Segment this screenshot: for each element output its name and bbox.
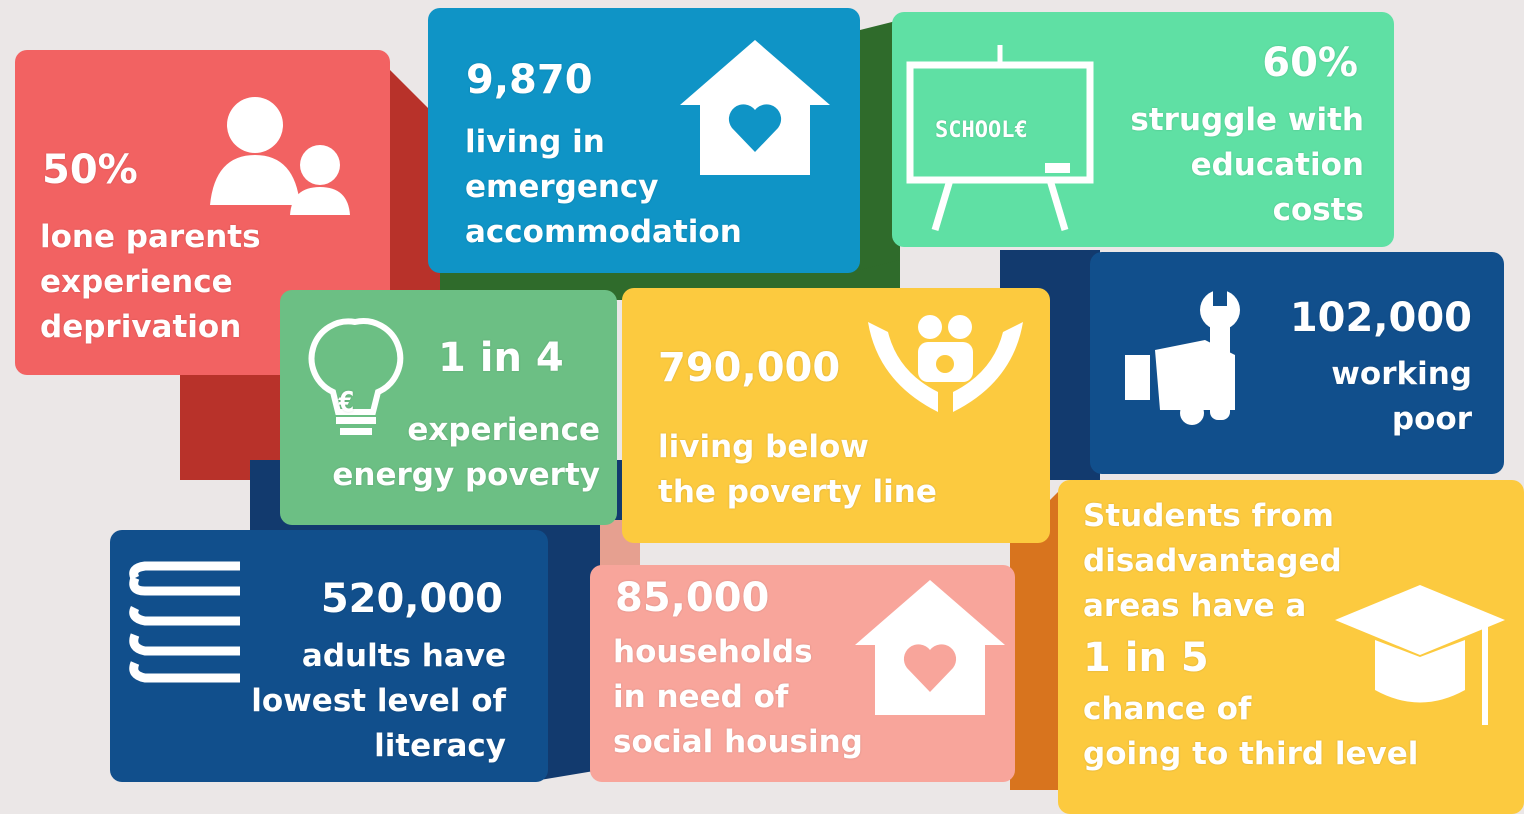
text-line: poor [1391,401,1472,437]
tile [110,530,548,782]
stat: 102,000 [1289,295,1472,341]
text-line: in need of [613,679,789,715]
stat: 520,000 [320,576,503,622]
text-line: lowest level of [251,683,506,719]
intro-line: areas have a [1083,588,1307,624]
icon [1125,288,1240,425]
icon [906,45,1094,232]
stat: 1 in 5 [1083,635,1209,681]
stat: 60% [1262,40,1358,86]
text-line: emergency [465,169,659,205]
intro-line: disadvantaged [1083,543,1342,579]
text-line: costs [1272,192,1364,228]
text-line: energy poverty [332,457,600,493]
tile [1058,480,1524,814]
text-line: deprivation [40,309,242,345]
icon [868,315,1023,412]
text-line: literacy [374,728,506,764]
text-line: going to third level [1083,736,1419,772]
icon [308,318,404,435]
icon-label: € [338,385,355,418]
tile [622,288,1050,543]
intro-line: Students from [1083,498,1334,534]
text-line: working [1331,356,1472,392]
text-line: education [1190,147,1364,183]
text-line: the poverty line [658,474,937,510]
icon [855,580,1005,715]
text-line: struggle with [1130,102,1364,138]
text-line: chance of [1083,691,1252,727]
text-line: accommodation [465,214,742,250]
text-line: lone parents [40,219,261,255]
text-line: social housing [613,724,863,760]
icon-label: SCHOOL€ [935,118,1028,143]
icon [129,561,240,683]
tile [892,12,1394,247]
stat: 9,870 [466,57,593,103]
text-line: adults have [301,638,506,674]
stat: 85,000 [615,575,770,621]
text-line: experience [407,412,600,448]
icon [680,40,830,175]
stat: 50% [42,147,138,193]
stat: 1 in 4 [438,335,564,381]
text-line: households [613,634,813,670]
text-line: living in [465,124,605,160]
icon [1335,585,1505,725]
icon [210,97,350,215]
text-line: living below [658,429,869,465]
text-line: experience [40,264,233,300]
stat: 790,000 [658,345,841,391]
